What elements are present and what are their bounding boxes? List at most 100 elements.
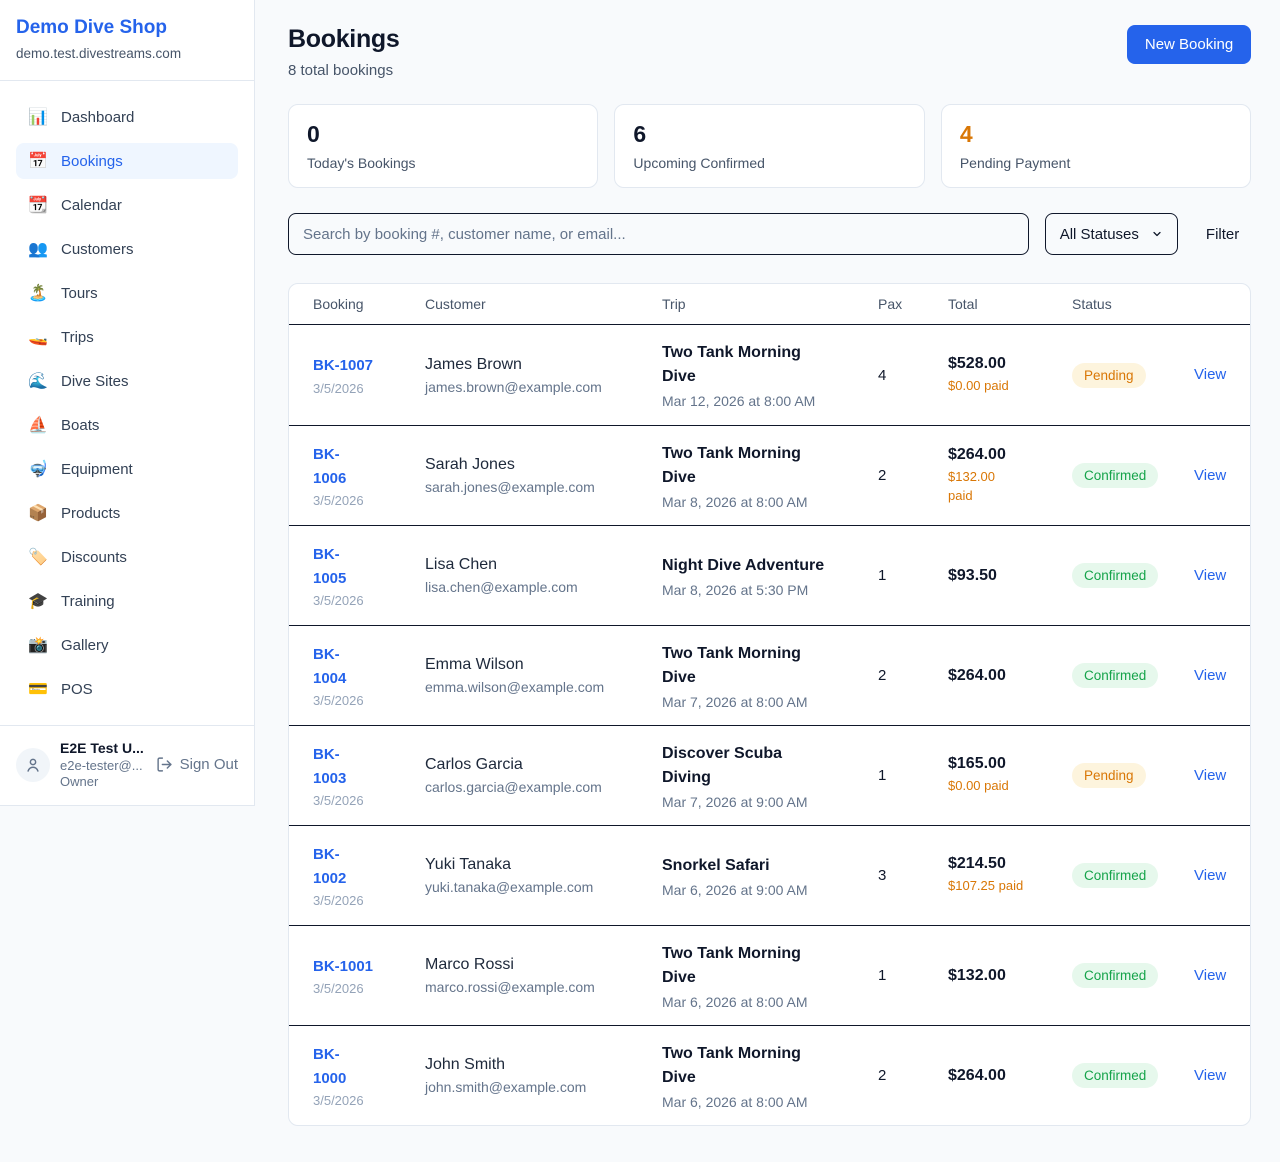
trip-cell: Two Tank Morning Dive Mar 6, 2026 at 8:0… [662,942,878,1010]
pax-cell: 2 [878,1067,887,1084]
trip-cell: Two Tank Morning Dive Mar 8, 2026 at 8:0… [662,442,878,510]
trip-name: Two Tank Morning Dive [662,344,801,385]
people-icon: 👥 [28,241,48,258]
customer-email: james.brown@example.com [425,378,602,395]
status-cell: Confirmed [1072,563,1194,588]
view-link[interactable]: View [1194,466,1227,484]
user-section: E2E Test U... e2e-tester@... Owner Sign … [0,725,254,805]
booking-id-link[interactable]: BK-1000 [313,1046,347,1087]
sidebar-item-label: Gallery [61,636,109,654]
view-link[interactable]: View [1194,866,1227,884]
status-badge: Confirmed [1072,1063,1159,1088]
booking-id-link[interactable]: BK-1003 [313,746,347,787]
customer-email: sarah.jones@example.com [425,479,595,495]
trip-name: Two Tank Morning Dive [662,444,801,486]
total-cell: $264.00 [948,667,1072,685]
view-link[interactable]: View [1194,666,1227,684]
sidebar-item-tours[interactable]: 🏝️ Tours [16,275,238,311]
table-row: BK-1007 3/5/2026 James Brown james.brown… [289,325,1250,425]
trip-datetime: Mar 12, 2026 at 8:00 AM [662,393,816,409]
sidebar-item-gallery[interactable]: 📸 Gallery [16,627,238,663]
trip-datetime: Mar 8, 2026 at 8:00 AM [662,493,808,510]
customer-email: john.smith@example.com [425,1079,587,1095]
camera-icon: 📸 [28,637,48,654]
pax-cell: 1 [878,767,887,784]
sidebar-item-training[interactable]: 🎓 Training [16,583,238,619]
sign-out-label: Sign Out [179,756,238,773]
brand-name[interactable]: Demo Dive Shop [16,17,167,38]
trip-name: Two Tank Morning Dive [662,944,801,986]
view-link[interactable]: View [1194,966,1227,984]
status-badge: Confirmed [1072,563,1159,588]
booking-id-link[interactable]: BK-1005 [313,546,347,587]
total-cell: $165.00 $0.00 paid [948,755,1072,795]
stat-value: 0 [307,121,320,147]
total-amount: $264.00 [948,446,1006,464]
customer-cell: Sarah Jones sarah.jones@example.com [425,456,662,495]
customer-cell: John Smith john.smith@example.com [425,1056,662,1095]
total-amount: $165.00 [948,755,1006,773]
view-link[interactable]: View [1194,766,1227,784]
sidebar-item-label: POS [61,680,93,698]
sidebar-item-label: Dive Sites [61,372,129,390]
table-header-row: Booking Customer Trip Pax Total Status [289,284,1251,325]
sidebar-item-dive-sites[interactable]: 🌊 Dive Sites [16,363,238,399]
booking-id-link[interactable]: BK-1006 [313,446,347,487]
view-link[interactable]: View [1194,366,1227,383]
status-badge: Confirmed [1072,863,1159,888]
total-amount: $264.00 [948,666,1006,684]
actions-cell: View [1194,667,1226,685]
total-amount: $93.50 [948,566,997,584]
status-cell: Confirmed [1072,463,1194,488]
col-header-pax: Pax [878,296,903,312]
sign-out-button[interactable]: Sign Out [156,756,238,773]
stat-label: Upcoming Confirmed [633,155,765,171]
table-row: BK-1000 3/5/2026 John Smith john.smith@e… [289,1025,1251,1125]
trip-datetime: Mar 6, 2026 at 9:00 AM [662,881,808,898]
booking-date: 3/5/2026 [313,692,364,708]
booking-id-link[interactable]: BK-1004 [313,646,347,687]
view-link[interactable]: View [1194,1066,1227,1084]
brand-block: Demo Dive Shop demo.test.divestreams.com [0,0,254,81]
booking-id-link[interactable]: BK-1007 [313,357,374,375]
page-header: Bookings 8 total bookings New Booking [288,25,1252,79]
booking-id-link[interactable]: BK-1001 [313,957,374,975]
total-amount: $528.00 [948,354,1006,372]
sidebar-item-products[interactable]: 📦 Products [16,495,238,531]
booking-date: 3/5/2026 [313,380,364,396]
trip-datetime: Mar 6, 2026 at 8:00 AM [662,1093,808,1110]
sidebar-item-dashboard[interactable]: 📊 Dashboard [16,99,238,135]
trip-datetime: Mar 7, 2026 at 9:00 AM [662,793,808,810]
search-input[interactable] [288,213,1029,255]
sidebar-item-label: Training [61,592,115,610]
total-cell: $264.00 $132.00 paid [948,446,1072,504]
status-select-value: All Statuses [1059,225,1139,243]
view-link[interactable]: View [1194,566,1227,584]
sidebar-item-calendar[interactable]: 📆 Calendar [16,187,238,223]
customer-cell: Yuki Tanaka yuki.tanaka@example.com [425,856,662,895]
sidebar-item-label: Trips [61,328,94,346]
sidebar-item-trips[interactable]: 🚤 Trips [16,319,238,355]
sidebar-item-label: Boats [61,416,100,434]
credit-card-icon: 💳 [28,681,48,698]
sidebar-item-discounts[interactable]: 🏷️ Discounts [16,539,238,575]
page-title-block: Bookings 8 total bookings [288,25,400,79]
table-row: BK-1006 3/5/2026 Sarah Jones sarah.jones… [289,425,1251,525]
new-booking-button[interactable]: New Booking [1126,25,1252,64]
sidebar-item-boats[interactable]: ⛵ Boats [16,407,238,443]
total-cell: $132.00 [948,967,1072,985]
status-select[interactable]: All Statuses [1044,213,1178,255]
booking-id-link[interactable]: BK-1002 [313,846,347,887]
total-cell: $93.50 [948,567,1072,585]
total-cell: $214.50 $107.25 paid [948,855,1072,895]
sidebar-item-bookings[interactable]: 📅 Bookings [16,143,238,179]
sidebar-item-customers[interactable]: 👥 Customers [16,231,238,267]
brand-domain: demo.test.divestreams.com [16,46,182,61]
bookings-table: Booking Customer Trip Pax Total Status B… [288,283,1252,1126]
sidebar-item-pos[interactable]: 💳 POS [16,671,238,707]
status-cell: Pending [1072,362,1194,388]
sidebar-item-equipment[interactable]: 🤿 Equipment [16,451,238,487]
status-badge: Confirmed [1072,663,1159,688]
graduation-cap-icon: 🎓 [28,593,48,610]
filter-button[interactable]: Filter [1194,226,1251,243]
